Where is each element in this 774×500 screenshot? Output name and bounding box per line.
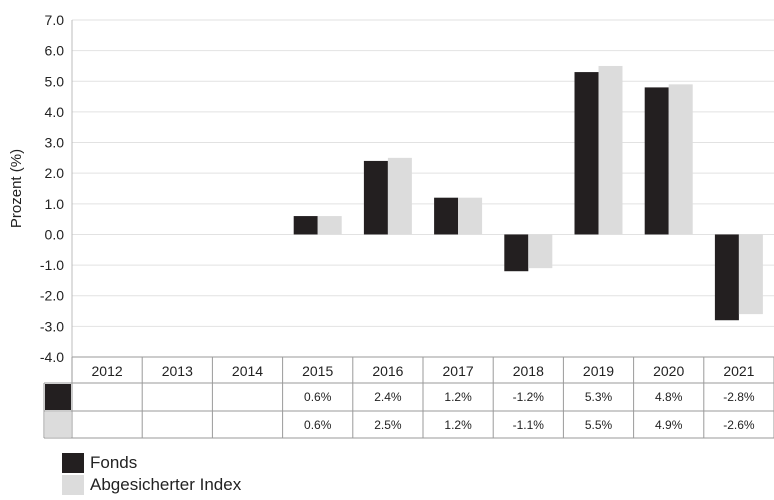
y-tick-label: -3.0 (40, 318, 64, 334)
bar-index-2015 (317, 216, 342, 235)
y-tick-label: 6.0 (45, 43, 65, 59)
y-tick-label: 3.0 (45, 135, 65, 151)
table-swatch-fonds (45, 384, 71, 410)
legend-swatch-index (62, 475, 84, 495)
table-cell-index: 0.6% (304, 418, 332, 432)
table-cell-fonds: -1.2% (513, 390, 545, 404)
category-label: 2012 (92, 363, 123, 379)
bar-fonds-2015 (293, 216, 318, 235)
bar-fonds-2020 (644, 87, 669, 235)
table-cell-index: 2.5% (374, 418, 402, 432)
table-cell-index: -1.1% (513, 418, 545, 432)
category-label: 2021 (723, 363, 754, 379)
y-tick-label: -2.0 (40, 288, 64, 304)
y-tick-label: 2.0 (45, 165, 65, 181)
bar-fonds-2017 (434, 197, 459, 235)
table-cell-index: -2.6% (723, 418, 755, 432)
table-cell-fonds: 5.3% (585, 390, 613, 404)
bar-index-2020 (668, 84, 693, 235)
table-cell-index: 4.9% (655, 418, 683, 432)
category-label: 2016 (372, 363, 403, 379)
y-tick-label: -1.0 (40, 257, 64, 273)
table-swatch-index (45, 412, 71, 437)
table-cell-fonds: 1.2% (444, 390, 472, 404)
legend: Fonds Abgesicherter Index (62, 452, 241, 496)
legend-swatch-fonds (62, 453, 84, 473)
bar-fonds-2021 (714, 234, 739, 321)
category-label: 2019 (583, 363, 614, 379)
legend-item-fonds: Fonds (62, 452, 241, 474)
category-label: 2020 (653, 363, 684, 379)
category-label: 2018 (513, 363, 544, 379)
bar-index-2018 (528, 234, 553, 269)
category-label: 2017 (443, 363, 474, 379)
legend-item-index: Abgesicherter Index (62, 474, 241, 496)
category-label: 2013 (162, 363, 193, 379)
bar-index-2017 (458, 197, 483, 235)
y-tick-label: 5.0 (45, 73, 65, 89)
table-cell-fonds: 2.4% (374, 390, 402, 404)
bar-fonds-2016 (363, 160, 388, 235)
y-axis-title: Prozent (%) (8, 149, 25, 228)
table-cell-index: 5.5% (585, 418, 613, 432)
bar-fonds-2018 (504, 234, 529, 272)
category-label: 2015 (302, 363, 333, 379)
table-cell-index: 1.2% (444, 418, 472, 432)
table-cell-fonds: 0.6% (304, 390, 332, 404)
bar-index-2016 (387, 157, 412, 235)
category-label: 2014 (232, 363, 263, 379)
y-tick-label: 0.0 (45, 226, 65, 242)
bar-fonds-2019 (574, 72, 599, 235)
y-tick-label: 7.0 (45, 12, 65, 28)
table-cell-fonds: -2.8% (723, 390, 755, 404)
legend-label-fonds: Fonds (90, 453, 138, 472)
legend-label-index: Abgesicherter Index (90, 475, 242, 494)
y-tick-label: 4.0 (45, 104, 65, 120)
y-tick-label: -4.0 (40, 349, 64, 365)
y-tick-label: 1.0 (45, 196, 65, 212)
bar-index-2021 (738, 234, 763, 315)
bar-index-2019 (598, 65, 623, 235)
table-cell-fonds: 4.8% (655, 390, 683, 404)
